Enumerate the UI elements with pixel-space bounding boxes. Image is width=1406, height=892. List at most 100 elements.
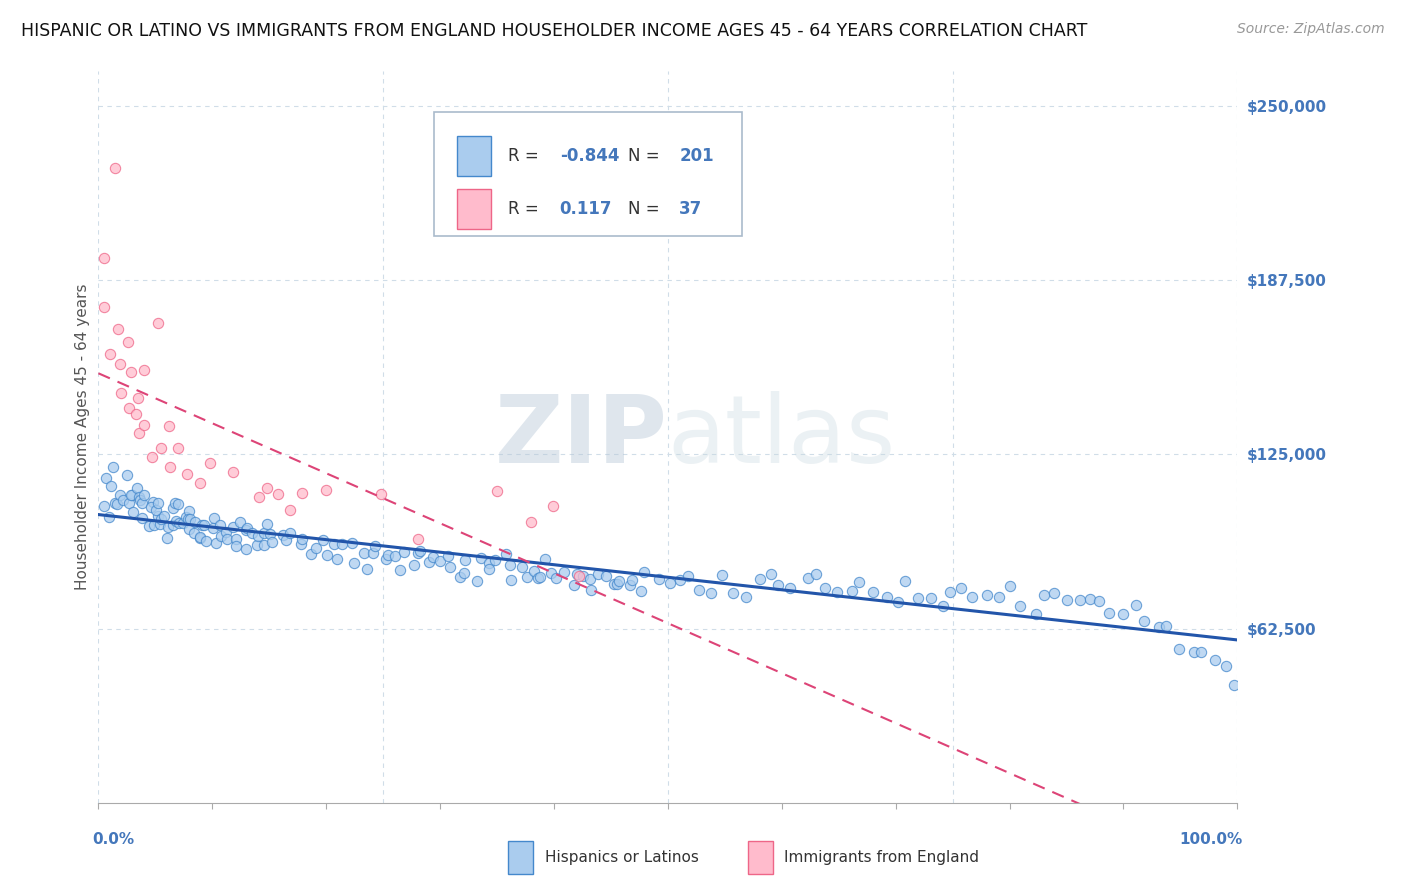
Point	[1025, 607, 1047, 621]
Point	[107, 322, 129, 336]
Point	[262, 535, 284, 549]
Point	[987, 591, 1010, 605]
Point	[194, 534, 217, 549]
Point	[150, 441, 173, 455]
Point	[562, 578, 585, 592]
Point	[406, 545, 429, 559]
Point	[768, 578, 790, 592]
Point	[225, 533, 247, 547]
Point	[603, 576, 626, 591]
Point	[256, 516, 278, 531]
Point	[565, 567, 588, 582]
Point	[633, 566, 655, 580]
Point	[356, 561, 378, 575]
Point	[184, 516, 207, 530]
Point	[920, 591, 942, 605]
Point	[361, 546, 384, 560]
Point	[190, 475, 212, 490]
Point	[221, 465, 243, 479]
Point	[429, 554, 451, 568]
Point	[108, 358, 131, 372]
Point	[485, 483, 508, 498]
Text: N =: N =	[628, 147, 665, 165]
Point	[141, 450, 163, 464]
Point	[149, 517, 172, 532]
Point	[167, 441, 190, 455]
Point	[894, 574, 917, 588]
Text: atlas: atlas	[668, 391, 896, 483]
Point	[465, 574, 488, 589]
Text: 0.117: 0.117	[560, 200, 612, 218]
Point	[676, 568, 699, 582]
Point	[876, 590, 898, 604]
Point	[105, 497, 128, 511]
Text: R =: R =	[509, 147, 544, 165]
Point	[93, 251, 115, 265]
Point	[606, 577, 628, 591]
Point	[316, 548, 339, 562]
Point	[1182, 645, 1205, 659]
Point	[259, 527, 281, 541]
Point	[188, 531, 211, 545]
Point	[179, 504, 201, 518]
Point	[132, 418, 155, 433]
Point	[759, 567, 782, 582]
Point	[108, 488, 131, 502]
Point	[315, 483, 337, 497]
Point	[962, 591, 984, 605]
Point	[215, 524, 238, 539]
Point	[949, 581, 972, 595]
Point	[841, 584, 863, 599]
Point	[579, 572, 602, 586]
Point	[527, 571, 550, 585]
Point	[246, 538, 269, 552]
Point	[115, 467, 138, 482]
Point	[734, 590, 756, 604]
Point	[256, 481, 278, 495]
Point	[668, 574, 690, 588]
Point	[167, 498, 190, 512]
Point	[384, 549, 406, 563]
Text: -0.844: -0.844	[560, 147, 619, 165]
Point	[1069, 593, 1091, 607]
Point	[688, 583, 710, 598]
Point	[242, 525, 264, 540]
Point	[127, 391, 149, 405]
Point	[546, 571, 568, 585]
Point	[131, 496, 153, 510]
Point	[183, 526, 205, 541]
Point	[470, 550, 492, 565]
Point	[796, 571, 818, 585]
Point	[325, 551, 347, 566]
Point	[1056, 592, 1078, 607]
Point	[169, 516, 191, 530]
Point	[534, 552, 557, 566]
Point	[478, 562, 501, 576]
Point	[291, 532, 314, 546]
Point	[648, 572, 671, 586]
FancyBboxPatch shape	[748, 841, 773, 874]
Point	[177, 512, 200, 526]
Text: 201: 201	[679, 147, 714, 165]
Point	[117, 334, 139, 349]
Point	[439, 559, 461, 574]
Point	[205, 536, 228, 550]
Point	[1008, 599, 1031, 613]
Point	[700, 586, 723, 600]
Point	[131, 510, 153, 524]
Point	[129, 493, 152, 508]
Point	[907, 591, 929, 606]
Point	[118, 401, 141, 416]
Point	[484, 552, 506, 566]
Point	[607, 574, 630, 588]
Point	[247, 491, 270, 505]
Point	[749, 572, 772, 586]
Point	[165, 514, 187, 528]
Point	[814, 581, 837, 595]
Text: N =: N =	[628, 200, 665, 218]
Point	[1111, 607, 1133, 621]
Point	[110, 386, 132, 401]
Point	[932, 599, 955, 614]
Point	[101, 460, 124, 475]
Point	[581, 582, 603, 597]
